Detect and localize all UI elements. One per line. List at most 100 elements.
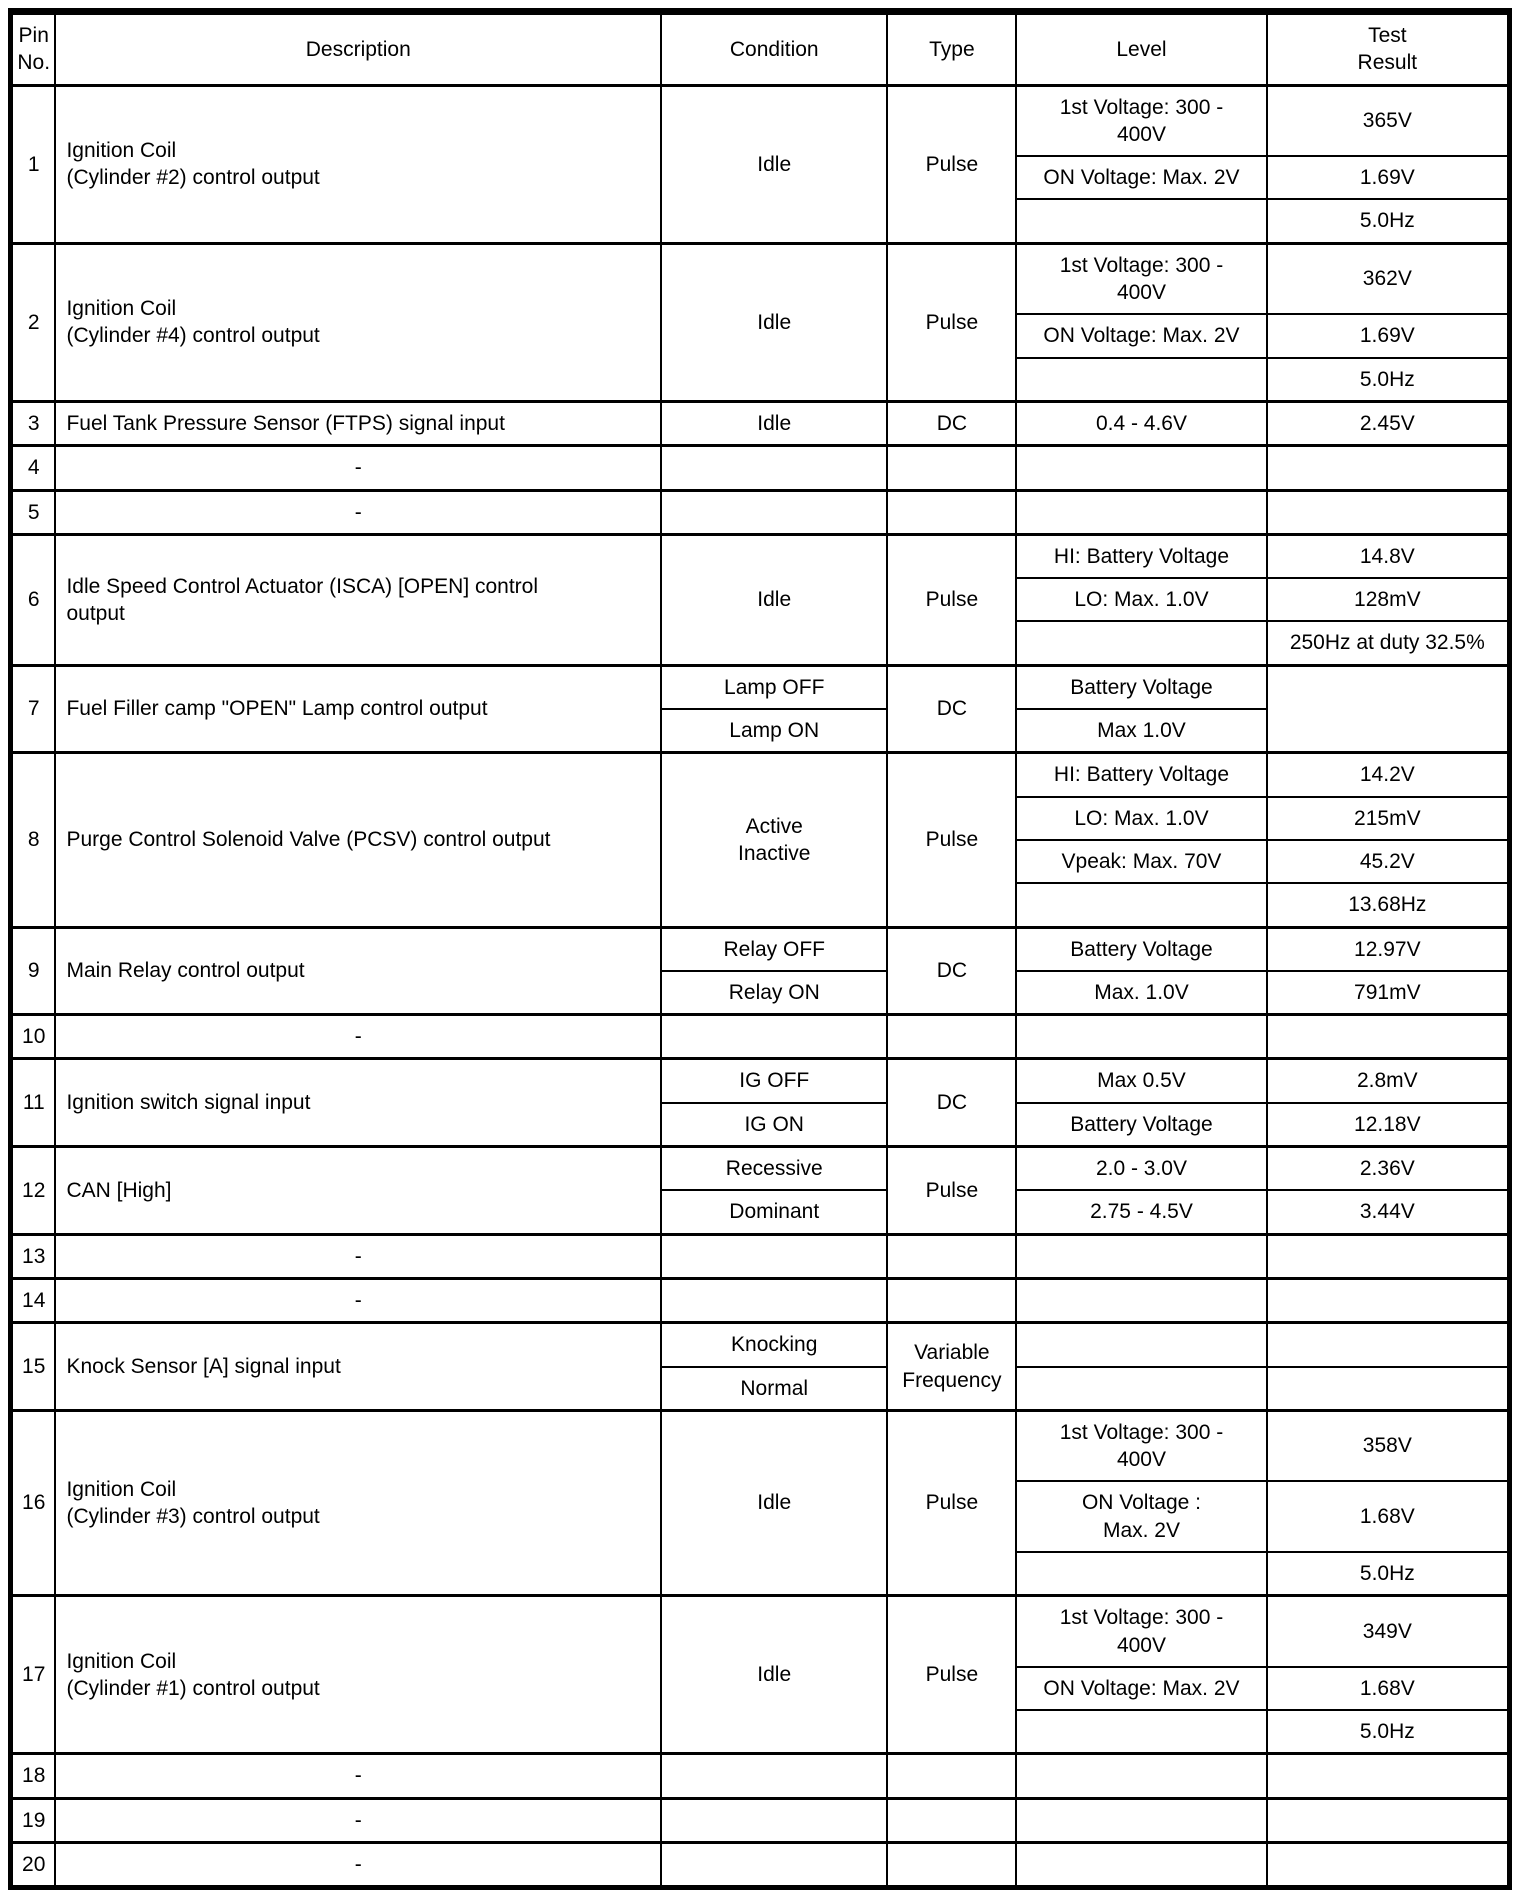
- table-cell: -: [54, 1013, 663, 1060]
- table-cell: CAN [High]: [54, 1145, 663, 1236]
- table-row: LO: Max. 1.0V 215mV: [11, 795, 1511, 841]
- table-cell: [1265, 1276, 1511, 1324]
- table-cell: 3.44V: [1265, 1189, 1511, 1236]
- table-cell: [1015, 1013, 1268, 1060]
- table-cell: Lamp OFF: [660, 663, 889, 711]
- table-cell: DC: [886, 399, 1018, 447]
- table-cell: Idle: [660, 399, 889, 447]
- table-cell: [1265, 1841, 1511, 1889]
- table-row: 14-: [9, 1276, 1511, 1324]
- pin-signal-table: Pin No. Description Condition Type Level Test…: [8, 8, 1512, 1891]
- pin-number-cell: 11: [9, 1057, 57, 1148]
- table-cell: 2.8mV: [1265, 1057, 1511, 1104]
- header-cell-4: Level: [1015, 10, 1268, 87]
- table-cell: Battery Voltage: [1015, 1101, 1268, 1148]
- table-cell: -: [54, 1752, 663, 1800]
- pin-number-cell: 4: [9, 444, 57, 492]
- table-cell: 1.69V: [1265, 313, 1511, 359]
- table-cell: 1.68V: [1265, 1480, 1511, 1553]
- header-row: Pin No. Description Condition Type Level Test…: [9, 10, 1511, 87]
- pin-number-cell: 6: [9, 532, 57, 667]
- table-cell: Max 1.0V: [1015, 708, 1268, 754]
- table-cell: Fuel Filler camp "OPEN" Lamp control out…: [54, 663, 663, 754]
- table-row: 3 Fuel Tank Pressure Sensor (FTPS) signal…: [9, 399, 1511, 447]
- table-cell: Variable Frequency: [886, 1321, 1018, 1412]
- table-row: IG ON Battery Voltage 12.18V: [11, 1101, 1511, 1148]
- table-cell: ON Voltage: Max. 2V: [1015, 155, 1268, 201]
- table-row: 5.0Hz: [11, 356, 1511, 403]
- table-cell: 1.68V: [1265, 1665, 1511, 1712]
- table-cell: [886, 444, 1018, 492]
- pin-number-cell: 9: [9, 925, 57, 1016]
- table-cell: Idle: [660, 532, 889, 667]
- table-cell: [886, 1276, 1018, 1324]
- table-cell: [1015, 1709, 1268, 1755]
- table-cell: Max. 1.0V: [1015, 969, 1268, 1016]
- table-cell: DC: [886, 925, 1018, 1016]
- table-row: ON Voltage: Max. 2V 1.68V: [11, 1665, 1511, 1712]
- table-cell: Fuel Tank Pressure Sensor (FTPS) signal …: [54, 399, 663, 447]
- table-cell: [1265, 1365, 1511, 1412]
- table-cell: [1265, 1321, 1511, 1368]
- table-cell: 45.2V: [1265, 838, 1511, 885]
- table-cell: 358V: [1265, 1408, 1511, 1483]
- table-cell: 5.0Hz: [1265, 198, 1511, 245]
- table-cell: Ignition Coil (Cylinder #3) control outp…: [54, 1408, 663, 1597]
- table-cell: 14.8V: [1265, 532, 1511, 580]
- table-cell: [886, 1796, 1018, 1844]
- table-row: Relay ON Max. 1.0V 791mV: [11, 969, 1511, 1016]
- table-row: 8 Purge Control Solenoid Valve (PCSV) con…: [9, 751, 1511, 929]
- table-cell: [1015, 1365, 1268, 1412]
- table-cell: 12.97V: [1265, 925, 1511, 972]
- pin-number-cell: 5: [9, 488, 57, 536]
- table-cell: 1st Voltage: 300 - 400V: [1015, 1408, 1268, 1483]
- table-cell: -: [54, 1276, 663, 1324]
- table-cell: ON Voltage: Max. 2V: [1015, 1665, 1268, 1712]
- table-cell: [886, 1013, 1018, 1060]
- table-cell: [1015, 1752, 1268, 1800]
- table-cell: -: [54, 1841, 663, 1889]
- table-cell: Idle: [660, 83, 889, 245]
- table-row: Normal: [11, 1365, 1511, 1412]
- table-row: 17 Ignition Coil (Cylinder #1) control ou…: [9, 1594, 1511, 1755]
- table-cell: Active Inactive: [660, 751, 889, 929]
- table-cell: 250Hz at duty 32.5%: [1265, 620, 1511, 667]
- table-cell: Vpeak: Max. 70V: [1015, 838, 1268, 885]
- table-cell: Idle: [660, 1594, 889, 1755]
- table-cell: IG ON: [660, 1101, 889, 1148]
- table-cell: [886, 1232, 1018, 1280]
- table-cell: [886, 1841, 1018, 1889]
- header-cell-5: Test Result: [1265, 10, 1511, 87]
- header-cell-2: Condition: [660, 10, 889, 87]
- table-cell: Max 0.5V: [1015, 1057, 1268, 1104]
- table-header: Pin No. Description Condition Type Level Test…: [9, 10, 1511, 87]
- table-cell: [1015, 882, 1268, 929]
- table-cell: [660, 1013, 889, 1060]
- table-cell: [1015, 1550, 1268, 1597]
- header-cell-3: Type: [886, 10, 1018, 87]
- table-cell: -: [54, 1796, 663, 1844]
- table-cell: [1015, 1841, 1268, 1889]
- table-cell: [1265, 1796, 1511, 1844]
- pin-number-cell: 18: [9, 1752, 57, 1800]
- table-row: 13-: [9, 1232, 1511, 1280]
- table-cell: [1015, 1321, 1268, 1368]
- table-cell: 5.0Hz: [1265, 1709, 1511, 1755]
- table-cell: 14.2V: [1265, 751, 1511, 798]
- table-cell: HI: Battery Voltage: [1015, 532, 1268, 580]
- table-cell: -: [54, 444, 663, 492]
- table-cell: 1st Voltage: 300 - 400V: [1015, 241, 1268, 316]
- table-row: 250Hz at duty 32.5%: [11, 620, 1511, 667]
- table-row: Lamp ON Max 1.0V: [11, 708, 1510, 754]
- table-row: 5.0Hz: [11, 1709, 1511, 1755]
- table-cell: LO: Max. 1.0V: [1015, 577, 1268, 623]
- pin-number-cell: 20: [9, 1841, 57, 1889]
- table-cell: Recessive: [660, 1145, 889, 1192]
- table-cell: [1015, 198, 1268, 245]
- table-cell: 128mV: [1265, 577, 1511, 623]
- table-cell: 13.68Hz: [1265, 882, 1511, 929]
- table-cell: Ignition Coil (Cylinder #1) control outp…: [54, 1594, 663, 1755]
- table-row: 5-: [9, 488, 1511, 536]
- table-cell: IG OFF: [660, 1057, 889, 1104]
